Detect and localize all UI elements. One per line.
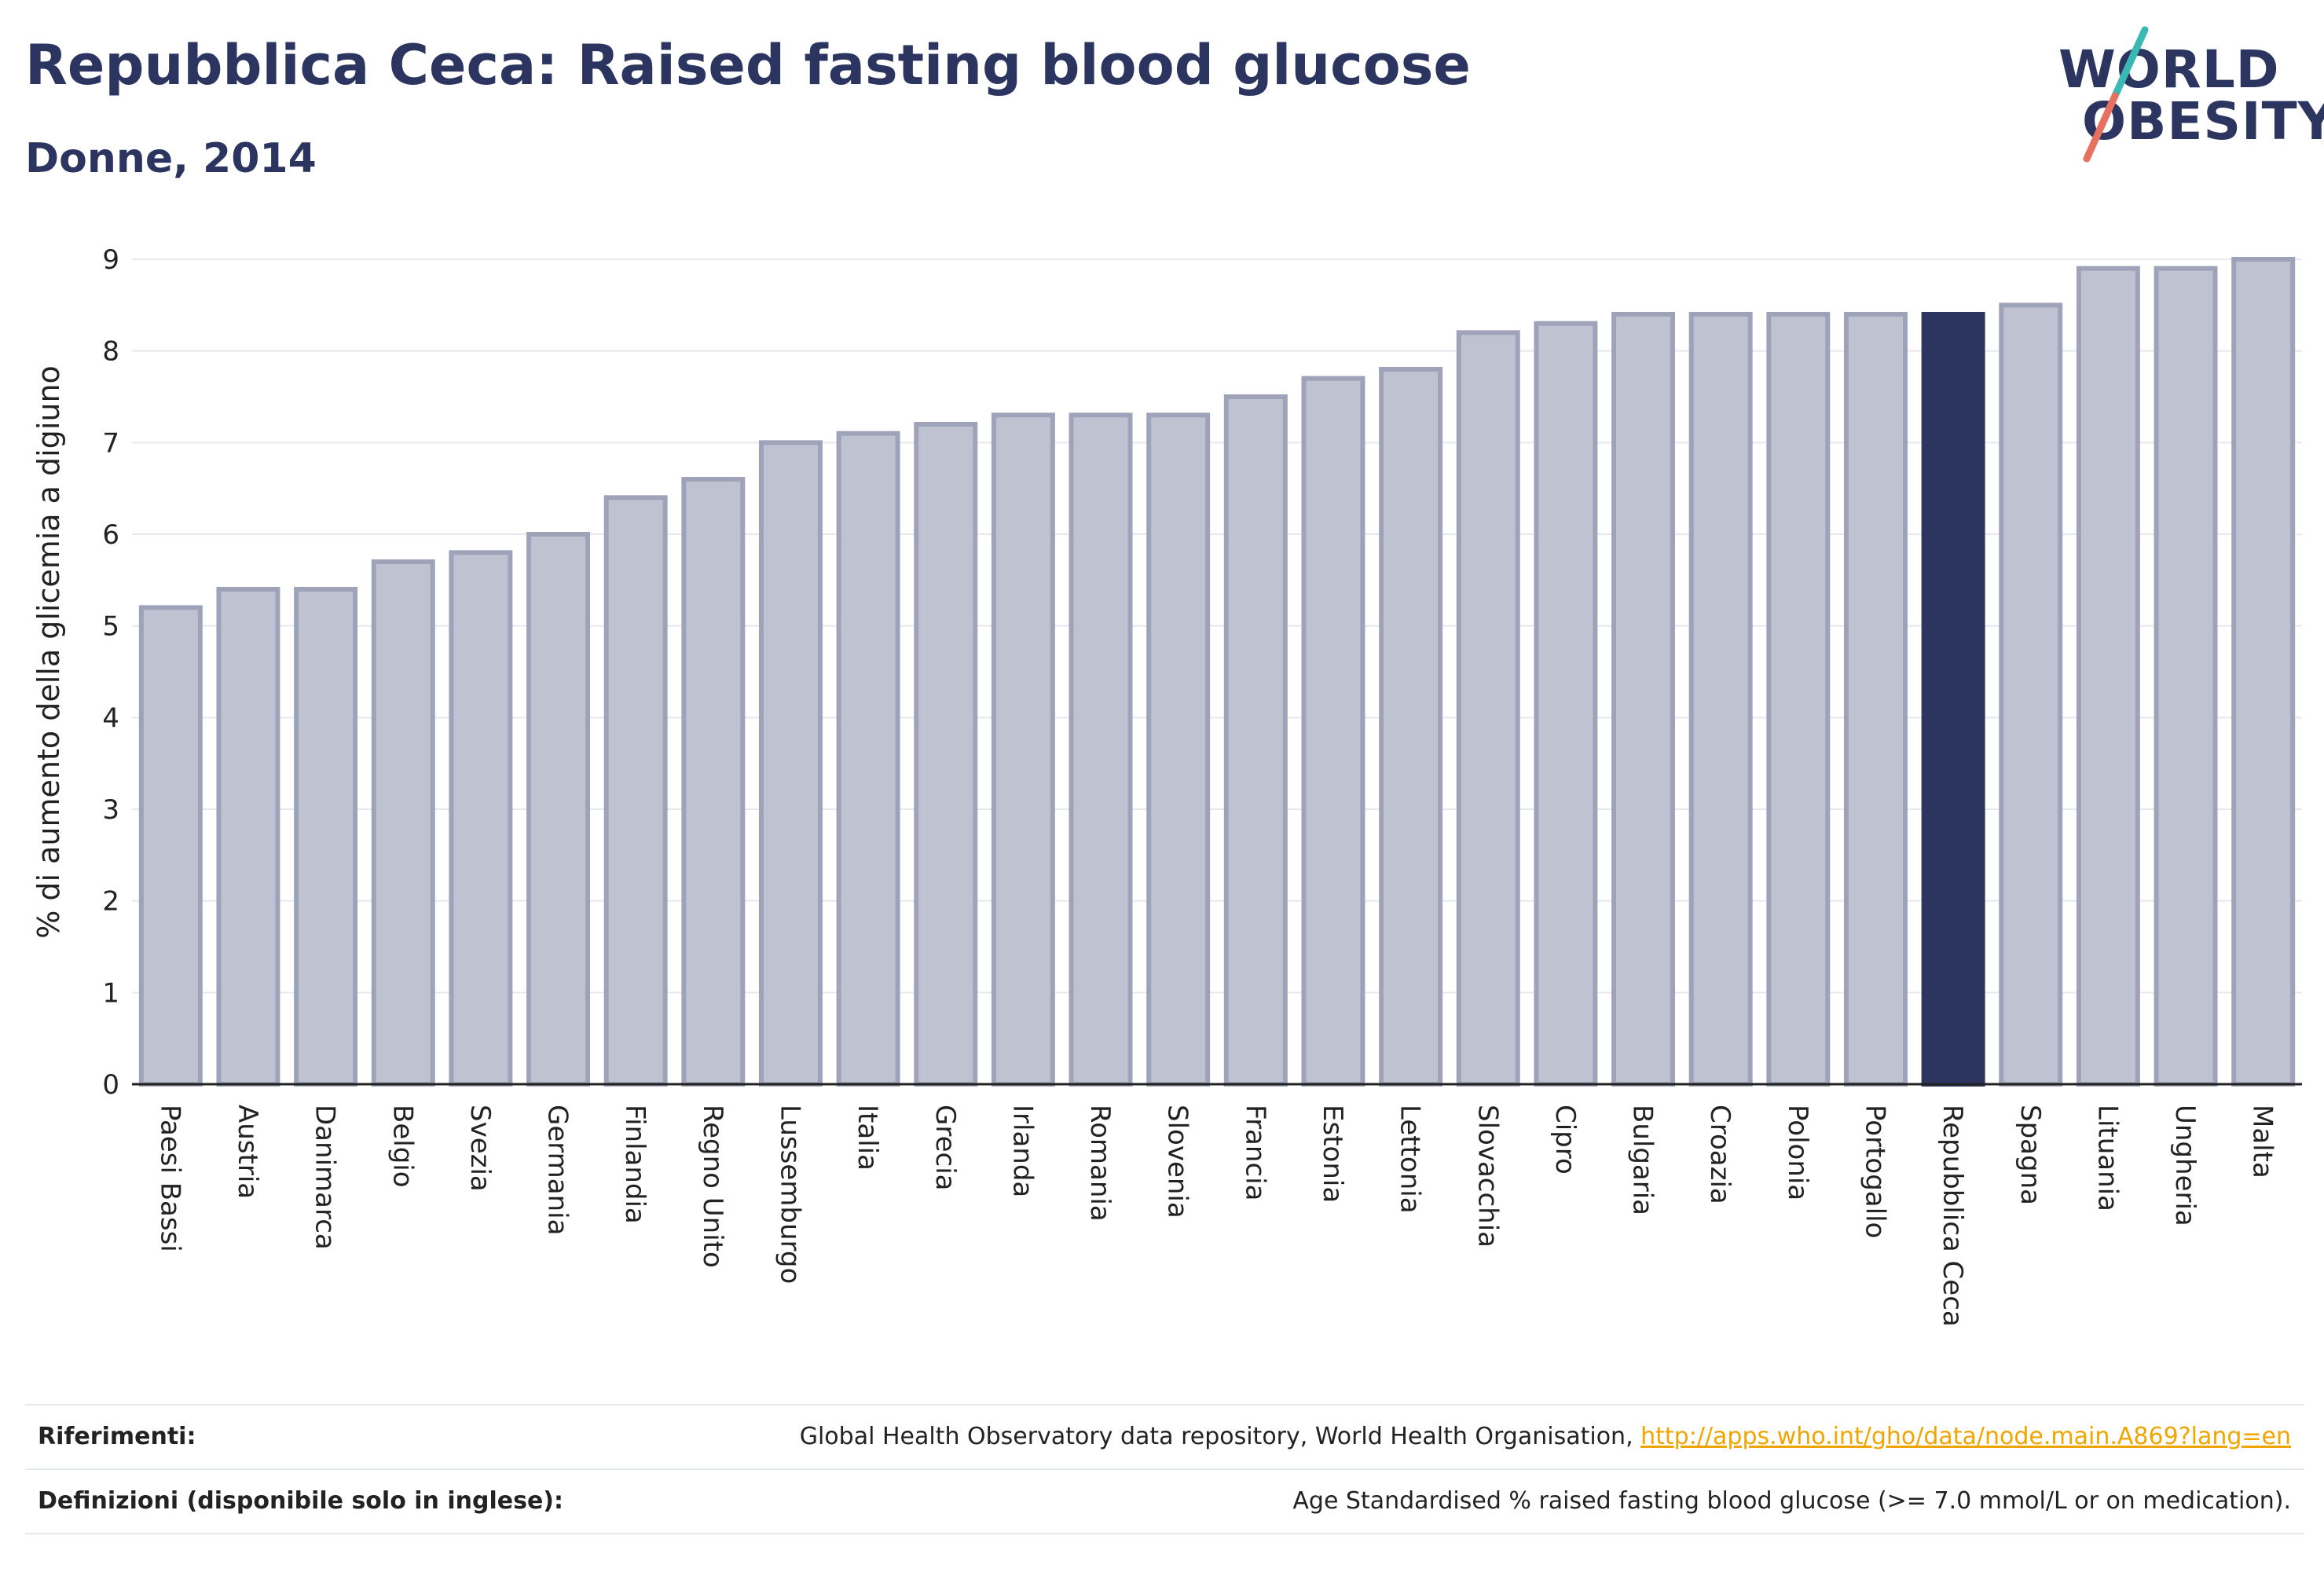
- bar: [1301, 376, 1365, 1087]
- bar-chart: 0 1 2 3 4 5 6 7 8 9 Paesi Bassi Austria Danimarca Bel…: [102, 244, 2302, 1327]
- x-tick-label: Croazia: [1704, 1105, 1736, 1204]
- bar: [2154, 266, 2218, 1087]
- references-text: Global Health Observatory data repositor…: [799, 1423, 1641, 1450]
- bar: [1146, 412, 1211, 1087]
- bar: [758, 440, 823, 1087]
- x-tick-label: Bulgaria: [1627, 1105, 1659, 1215]
- x-tick-label: Ungheria: [2169, 1105, 2201, 1226]
- definitions-row: Definizioni (disponibile solo in inglese…: [25, 1468, 2304, 1533]
- x-tick-label: Slovenia: [1162, 1105, 1193, 1219]
- bar: [681, 477, 746, 1087]
- bar: [1843, 312, 1908, 1087]
- x-tick-label: Romania: [1084, 1105, 1116, 1222]
- x-tick-label: Germania: [542, 1105, 574, 1235]
- definitions-value: Age Standardised % raised fasting blood …: [1292, 1487, 2291, 1515]
- bar: [294, 587, 358, 1087]
- y-tick-label: 0: [102, 1069, 119, 1101]
- x-tick-label: Francia: [1239, 1105, 1270, 1200]
- x-tick-label: Grecia: [929, 1105, 961, 1190]
- x-tick-label: Austria: [232, 1105, 263, 1199]
- definitions-label: Definizioni (disponibile solo in inglese…: [38, 1487, 563, 1515]
- y-tick-label: 6: [102, 519, 119, 551]
- bar: [138, 605, 203, 1087]
- bar: [991, 412, 1055, 1087]
- references-row: Riferimenti: Global Health Observatory d…: [25, 1404, 2304, 1468]
- bar: [1069, 412, 1133, 1087]
- logo-text-line2: OBESITY: [2082, 91, 2324, 152]
- x-tick-label: Regno Unito: [697, 1105, 728, 1268]
- x-tick-label: Polonia: [1782, 1105, 1813, 1200]
- x-tick-label: Slovacchia: [1472, 1105, 1503, 1248]
- x-tick-label: Repubblica Ceca: [1937, 1105, 1968, 1327]
- bar: [1223, 394, 1288, 1087]
- y-tick-label: 2: [102, 886, 119, 918]
- bar: [1456, 330, 1520, 1087]
- bar: [1921, 312, 1985, 1087]
- bar: [603, 495, 668, 1087]
- y-tick-label: 3: [102, 794, 119, 826]
- bar: [1611, 312, 1676, 1087]
- bar: [371, 559, 435, 1087]
- bar: [216, 587, 280, 1087]
- chart-title: Repubblica Ceca: Raised fasting blood gl…: [25, 33, 1471, 97]
- x-tick-label: Cipro: [1549, 1105, 1581, 1175]
- bar: [526, 532, 591, 1087]
- references-value: Global Health Observatory data repositor…: [800, 1423, 2291, 1450]
- logo-text-line1: WORLD: [2058, 39, 2280, 100]
- x-tick-label: Irlanda: [1006, 1105, 1038, 1197]
- x-tick-label: Lituania: [2091, 1105, 2123, 1211]
- bar: [2231, 257, 2296, 1087]
- bar: [1999, 302, 2063, 1087]
- x-tick-label: Estonia: [1317, 1105, 1348, 1203]
- x-tick-label: Lussemburgo: [774, 1105, 805, 1284]
- footer-divider: [25, 1533, 2304, 1534]
- x-tick-label: Svezia: [464, 1105, 496, 1192]
- y-tick-label: 7: [102, 427, 119, 459]
- x-tick-label: Finlandia: [619, 1105, 651, 1224]
- y-tick-label: 8: [102, 336, 119, 368]
- x-tick-label: Italia: [852, 1105, 883, 1171]
- bar: [914, 422, 978, 1087]
- x-tick-label: Belgio: [387, 1105, 418, 1188]
- x-tick-label: Malta: [2247, 1105, 2278, 1178]
- y-tick-label: 1: [102, 977, 119, 1009]
- references-link[interactable]: http://apps.who.int/gho/data/node.main.A…: [1640, 1423, 2291, 1450]
- bar: [1688, 312, 1753, 1087]
- bar: [1766, 312, 1831, 1087]
- bar: [1534, 321, 1598, 1087]
- x-tick-label: Spagna: [2014, 1105, 2046, 1205]
- y-tick-label: 4: [102, 702, 119, 734]
- y-tick-label: 9: [102, 244, 119, 276]
- x-tick-label: Danimarca: [310, 1105, 341, 1250]
- x-tick-label: Paesi Bassi: [154, 1105, 185, 1252]
- world-obesity-logo: WORLD OBESITY: [2051, 24, 2324, 173]
- x-tick-label: Lettonia: [1395, 1105, 1426, 1214]
- bar: [2076, 266, 2140, 1087]
- x-tick-label: Portogallo: [1859, 1105, 1890, 1238]
- bar: [836, 431, 900, 1087]
- chart-subtitle: Donne, 2014: [25, 135, 317, 182]
- logo-slash-icon: [2083, 26, 2149, 163]
- bar: [449, 550, 513, 1087]
- references-label: Riferimenti:: [38, 1423, 196, 1450]
- bar: [1379, 367, 1443, 1087]
- y-tick-label: 5: [102, 611, 119, 643]
